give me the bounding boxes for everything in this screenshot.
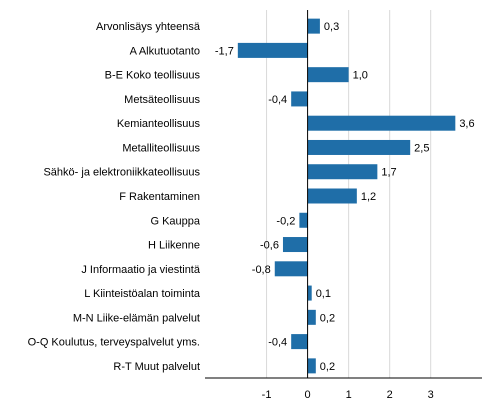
bar (282, 237, 308, 253)
value-label: -0,4 (268, 337, 287, 349)
value-label: 1,0 (353, 70, 368, 82)
bar (274, 261, 308, 277)
value-label: 1,2 (361, 191, 376, 203)
value-label: 1,7 (381, 167, 396, 179)
x-tick-label: 1 (346, 389, 352, 401)
category-label: J Informaatio ja viestintä (81, 264, 200, 276)
category-label: Arvonlisäys yhteensä (96, 21, 201, 33)
category-label: A Alkutuotanto (130, 45, 200, 57)
bar (291, 91, 308, 107)
category-label: F Rakentaminen (119, 191, 200, 203)
bar (307, 164, 378, 180)
x-axis: -1 0 1 2 3 (205, 10, 482, 401)
bars (237, 18, 456, 374)
category-label: Kemianteollisuus (117, 118, 201, 130)
value-label: -0,4 (268, 94, 287, 106)
bar (291, 334, 308, 350)
bar (307, 18, 320, 34)
bar (307, 67, 349, 83)
category-label: Metsäteollisuus (124, 94, 200, 106)
value-label: -0,6 (260, 240, 279, 252)
value-label: -1,7 (215, 45, 234, 57)
bar (307, 358, 316, 374)
category-label: H Liikenne (148, 240, 200, 252)
x-tick-label: 3 (428, 389, 434, 401)
x-tick-label: 0 (305, 389, 311, 401)
value-label: 3,6 (459, 118, 474, 130)
category-label: Sähkö- ja elektroniikkateollisuus (43, 167, 200, 179)
bar (307, 188, 357, 204)
value-label: 0,2 (320, 312, 335, 324)
value-label: 0,3 (324, 21, 339, 33)
bar (307, 115, 456, 131)
category-label: R-T Muut palvelut (113, 361, 200, 373)
category-label: L Kiinteistöalan toiminta (84, 288, 201, 300)
value-label: 0,2 (320, 361, 335, 373)
value-label: -0,2 (276, 215, 295, 227)
value-labels: 0,3 -1,7 1,0 -0,4 3,6 2,5 1,7 1,2 -0,2 -0,6 -0,8 0,… (215, 21, 475, 373)
value-label: -0,8 (252, 264, 271, 276)
bar (237, 42, 308, 58)
x-tick-label: -1 (262, 389, 272, 401)
value-label: 0,1 (316, 288, 331, 300)
bar (307, 285, 312, 301)
bar (307, 139, 411, 155)
category-label: B-E Koko teollisuus (105, 70, 201, 82)
x-tick-label: 2 (387, 389, 393, 401)
category-label: Metalliteollisuus (122, 142, 200, 154)
category-label: M-N Liike-elämän palvelut (73, 312, 200, 324)
value-label: 2,5 (414, 142, 429, 154)
category-labels: Arvonlisäys yhteensä A Alkutuotanto B-E Ko… (28, 21, 201, 373)
category-label: O-Q Koulutus, terveyspalvelut yms. (28, 337, 200, 349)
bar (307, 309, 316, 325)
category-label: G Kauppa (150, 215, 200, 227)
bar (299, 212, 308, 228)
